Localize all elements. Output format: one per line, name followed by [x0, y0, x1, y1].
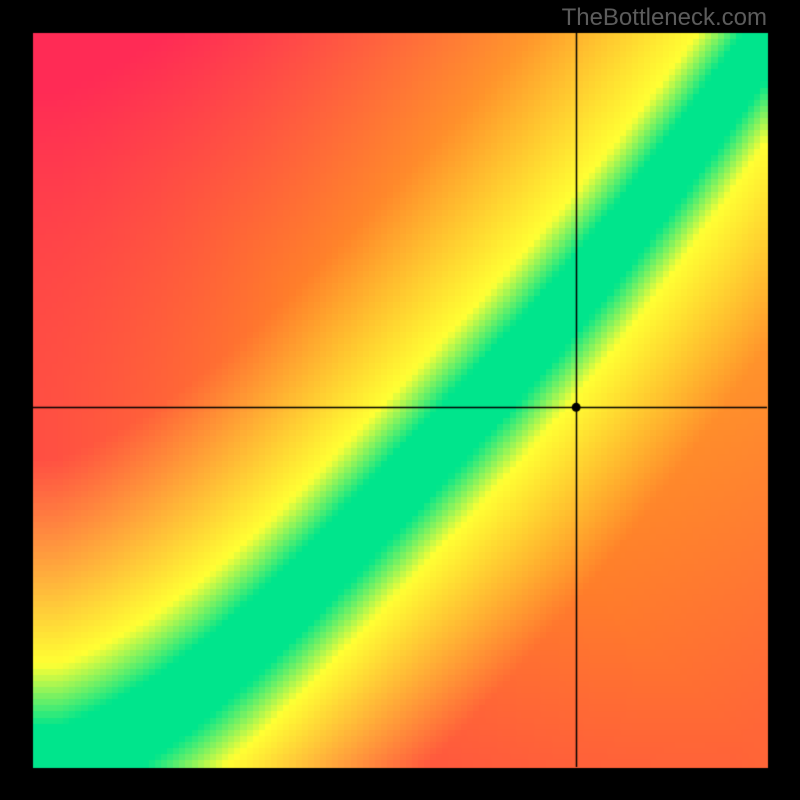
chart-container: TheBottleneck.com — [0, 0, 800, 800]
heatmap-canvas — [0, 0, 800, 800]
